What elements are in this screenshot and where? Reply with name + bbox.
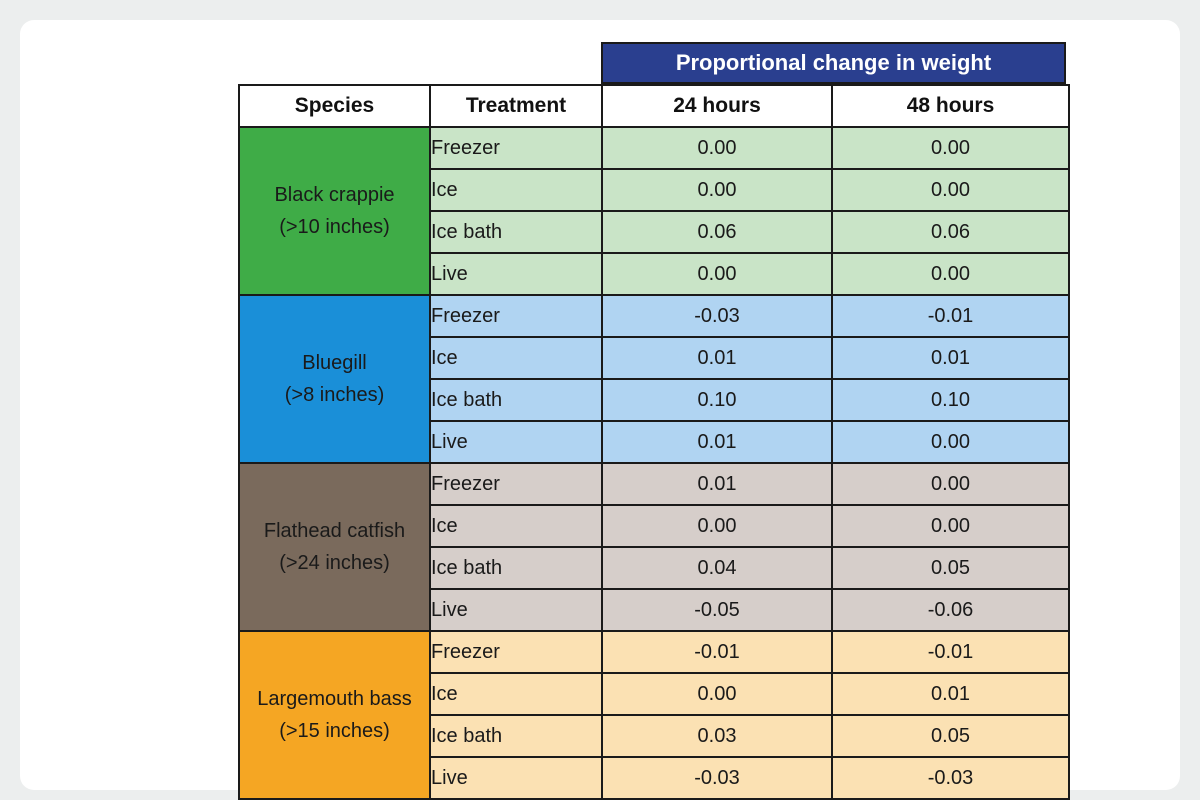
value-48h-cell: 0.01 bbox=[831, 672, 1070, 716]
table-row: Ice bath 0.04 0.05 bbox=[239, 546, 1070, 590]
value-48h-cell: 0.00 bbox=[831, 252, 1070, 296]
treatment-cell: Live bbox=[429, 588, 603, 632]
value-24h-cell: 0.00 bbox=[601, 168, 833, 212]
treatment-cell: Freezer bbox=[429, 294, 603, 338]
treatment-cell: Freezer bbox=[429, 126, 603, 170]
table-title: Proportional change in weight bbox=[601, 42, 1066, 84]
species-cell: Black crappie (>10 inches) bbox=[238, 126, 431, 296]
value-48h-cell: 0.00 bbox=[831, 462, 1070, 506]
table-row: Live -0.03 -0.03 bbox=[239, 756, 1070, 800]
table-row: Ice 0.00 0.00 bbox=[239, 504, 1070, 548]
value-24h-cell: 0.00 bbox=[601, 672, 833, 716]
species-cell: Flathead catfish (>24 inches) bbox=[238, 462, 431, 632]
value-48h-cell: 0.05 bbox=[831, 546, 1070, 590]
species-size: (>15 inches) bbox=[279, 720, 390, 742]
value-24h-cell: 0.06 bbox=[601, 210, 833, 254]
value-48h-cell: 0.06 bbox=[831, 210, 1070, 254]
table-row: Black crappie (>10 inches) Freezer 0.00 0.00 bbox=[238, 126, 1070, 296]
col-header-species: Species bbox=[238, 84, 431, 128]
table-row: Live 0.00 0.00 bbox=[239, 252, 1070, 296]
table-row: Live -0.05 -0.06 bbox=[239, 588, 1070, 632]
table-row: Bluegill (>8 inches) Freezer -0.03 -0.01 bbox=[238, 294, 1070, 464]
table-row: Ice 0.01 0.01 bbox=[239, 336, 1070, 380]
treatment-cell: Live bbox=[429, 756, 603, 800]
value-48h-cell: -0.06 bbox=[831, 588, 1070, 632]
species-cell: Largemouth bass (>15 inches) bbox=[238, 630, 431, 800]
col-header-24-hours: 24 hours bbox=[601, 84, 833, 128]
treatment-cell: Live bbox=[429, 252, 603, 296]
treatment-cell: Ice bbox=[429, 504, 603, 548]
value-24h-cell: 0.01 bbox=[601, 336, 833, 380]
value-24h-cell: 0.00 bbox=[601, 252, 833, 296]
table-row: Ice bath 0.06 0.06 bbox=[239, 210, 1070, 254]
species-size: (>10 inches) bbox=[279, 216, 390, 238]
table-row: Live 0.01 0.00 bbox=[239, 420, 1070, 464]
treatment-cell: Ice bath bbox=[429, 378, 603, 422]
treatment-cell: Ice bbox=[429, 672, 603, 716]
value-24h-cell: -0.03 bbox=[601, 294, 833, 338]
header-row: Species Treatment 24 hours 48 hours bbox=[238, 84, 1070, 128]
value-24h-cell: 0.00 bbox=[601, 126, 833, 170]
value-24h-cell: -0.01 bbox=[601, 630, 833, 674]
species-size: (>8 inches) bbox=[284, 384, 385, 406]
table-row: Ice bath 0.10 0.10 bbox=[239, 378, 1070, 422]
col-header-48-hours: 48 hours bbox=[831, 84, 1070, 128]
value-48h-cell: -0.03 bbox=[831, 756, 1070, 800]
table-row: Ice bath 0.03 0.05 bbox=[239, 714, 1070, 758]
species-size: (>24 inches) bbox=[279, 552, 390, 574]
value-48h-cell: -0.01 bbox=[831, 294, 1070, 338]
value-48h-cell: 0.00 bbox=[831, 126, 1070, 170]
treatment-cell: Live bbox=[429, 420, 603, 464]
weight-change-table: Species Treatment 24 hours 48 hours Blac… bbox=[238, 84, 1070, 800]
value-48h-cell: 0.10 bbox=[831, 378, 1070, 422]
treatment-cell: Ice bbox=[429, 168, 603, 212]
treatment-cell: Ice bath bbox=[429, 210, 603, 254]
species-name: Flathead catfish bbox=[263, 520, 406, 542]
treatment-cell: Ice bbox=[429, 336, 603, 380]
weight-table-container: Proportional change in weight Species Tr… bbox=[238, 42, 1070, 800]
value-48h-cell: 0.00 bbox=[831, 420, 1070, 464]
value-48h-cell: 0.00 bbox=[831, 168, 1070, 212]
species-name: Black crappie bbox=[274, 184, 395, 206]
value-24h-cell: 0.04 bbox=[601, 546, 833, 590]
value-24h-cell: -0.05 bbox=[601, 588, 833, 632]
table-row: Ice 0.00 0.01 bbox=[239, 672, 1070, 716]
treatment-cell: Ice bath bbox=[429, 546, 603, 590]
value-48h-cell: -0.01 bbox=[831, 630, 1070, 674]
treatment-cell: Ice bath bbox=[429, 714, 603, 758]
treatment-cell: Freezer bbox=[429, 462, 603, 506]
value-24h-cell: -0.03 bbox=[601, 756, 833, 800]
value-24h-cell: 0.03 bbox=[601, 714, 833, 758]
table-row: Flathead catfish (>24 inches) Freezer 0.01 0… bbox=[238, 462, 1070, 632]
table-row: Largemouth bass (>15 inches) Freezer -0.01-… bbox=[238, 630, 1070, 800]
value-24h-cell: 0.00 bbox=[601, 504, 833, 548]
value-24h-cell: 0.01 bbox=[601, 462, 833, 506]
table-row: Ice 0.00 0.00 bbox=[239, 168, 1070, 212]
value-48h-cell: 0.00 bbox=[831, 504, 1070, 548]
species-name: Bluegill bbox=[302, 352, 367, 374]
col-header-treatment: Treatment bbox=[429, 84, 603, 128]
value-48h-cell: 0.01 bbox=[831, 336, 1070, 380]
species-cell: Bluegill (>8 inches) bbox=[238, 294, 431, 464]
value-48h-cell: 0.05 bbox=[831, 714, 1070, 758]
species-name: Largemouth bass bbox=[257, 688, 412, 710]
table-body: Black crappie (>10 inches) Freezer 0.00 0.00… bbox=[238, 126, 1070, 800]
page-background: Proportional change in weight Species Tr… bbox=[20, 20, 1180, 800]
value-24h-cell: 0.10 bbox=[601, 378, 833, 422]
treatment-cell: Freezer bbox=[429, 630, 603, 674]
value-24h-cell: 0.01 bbox=[601, 420, 833, 464]
